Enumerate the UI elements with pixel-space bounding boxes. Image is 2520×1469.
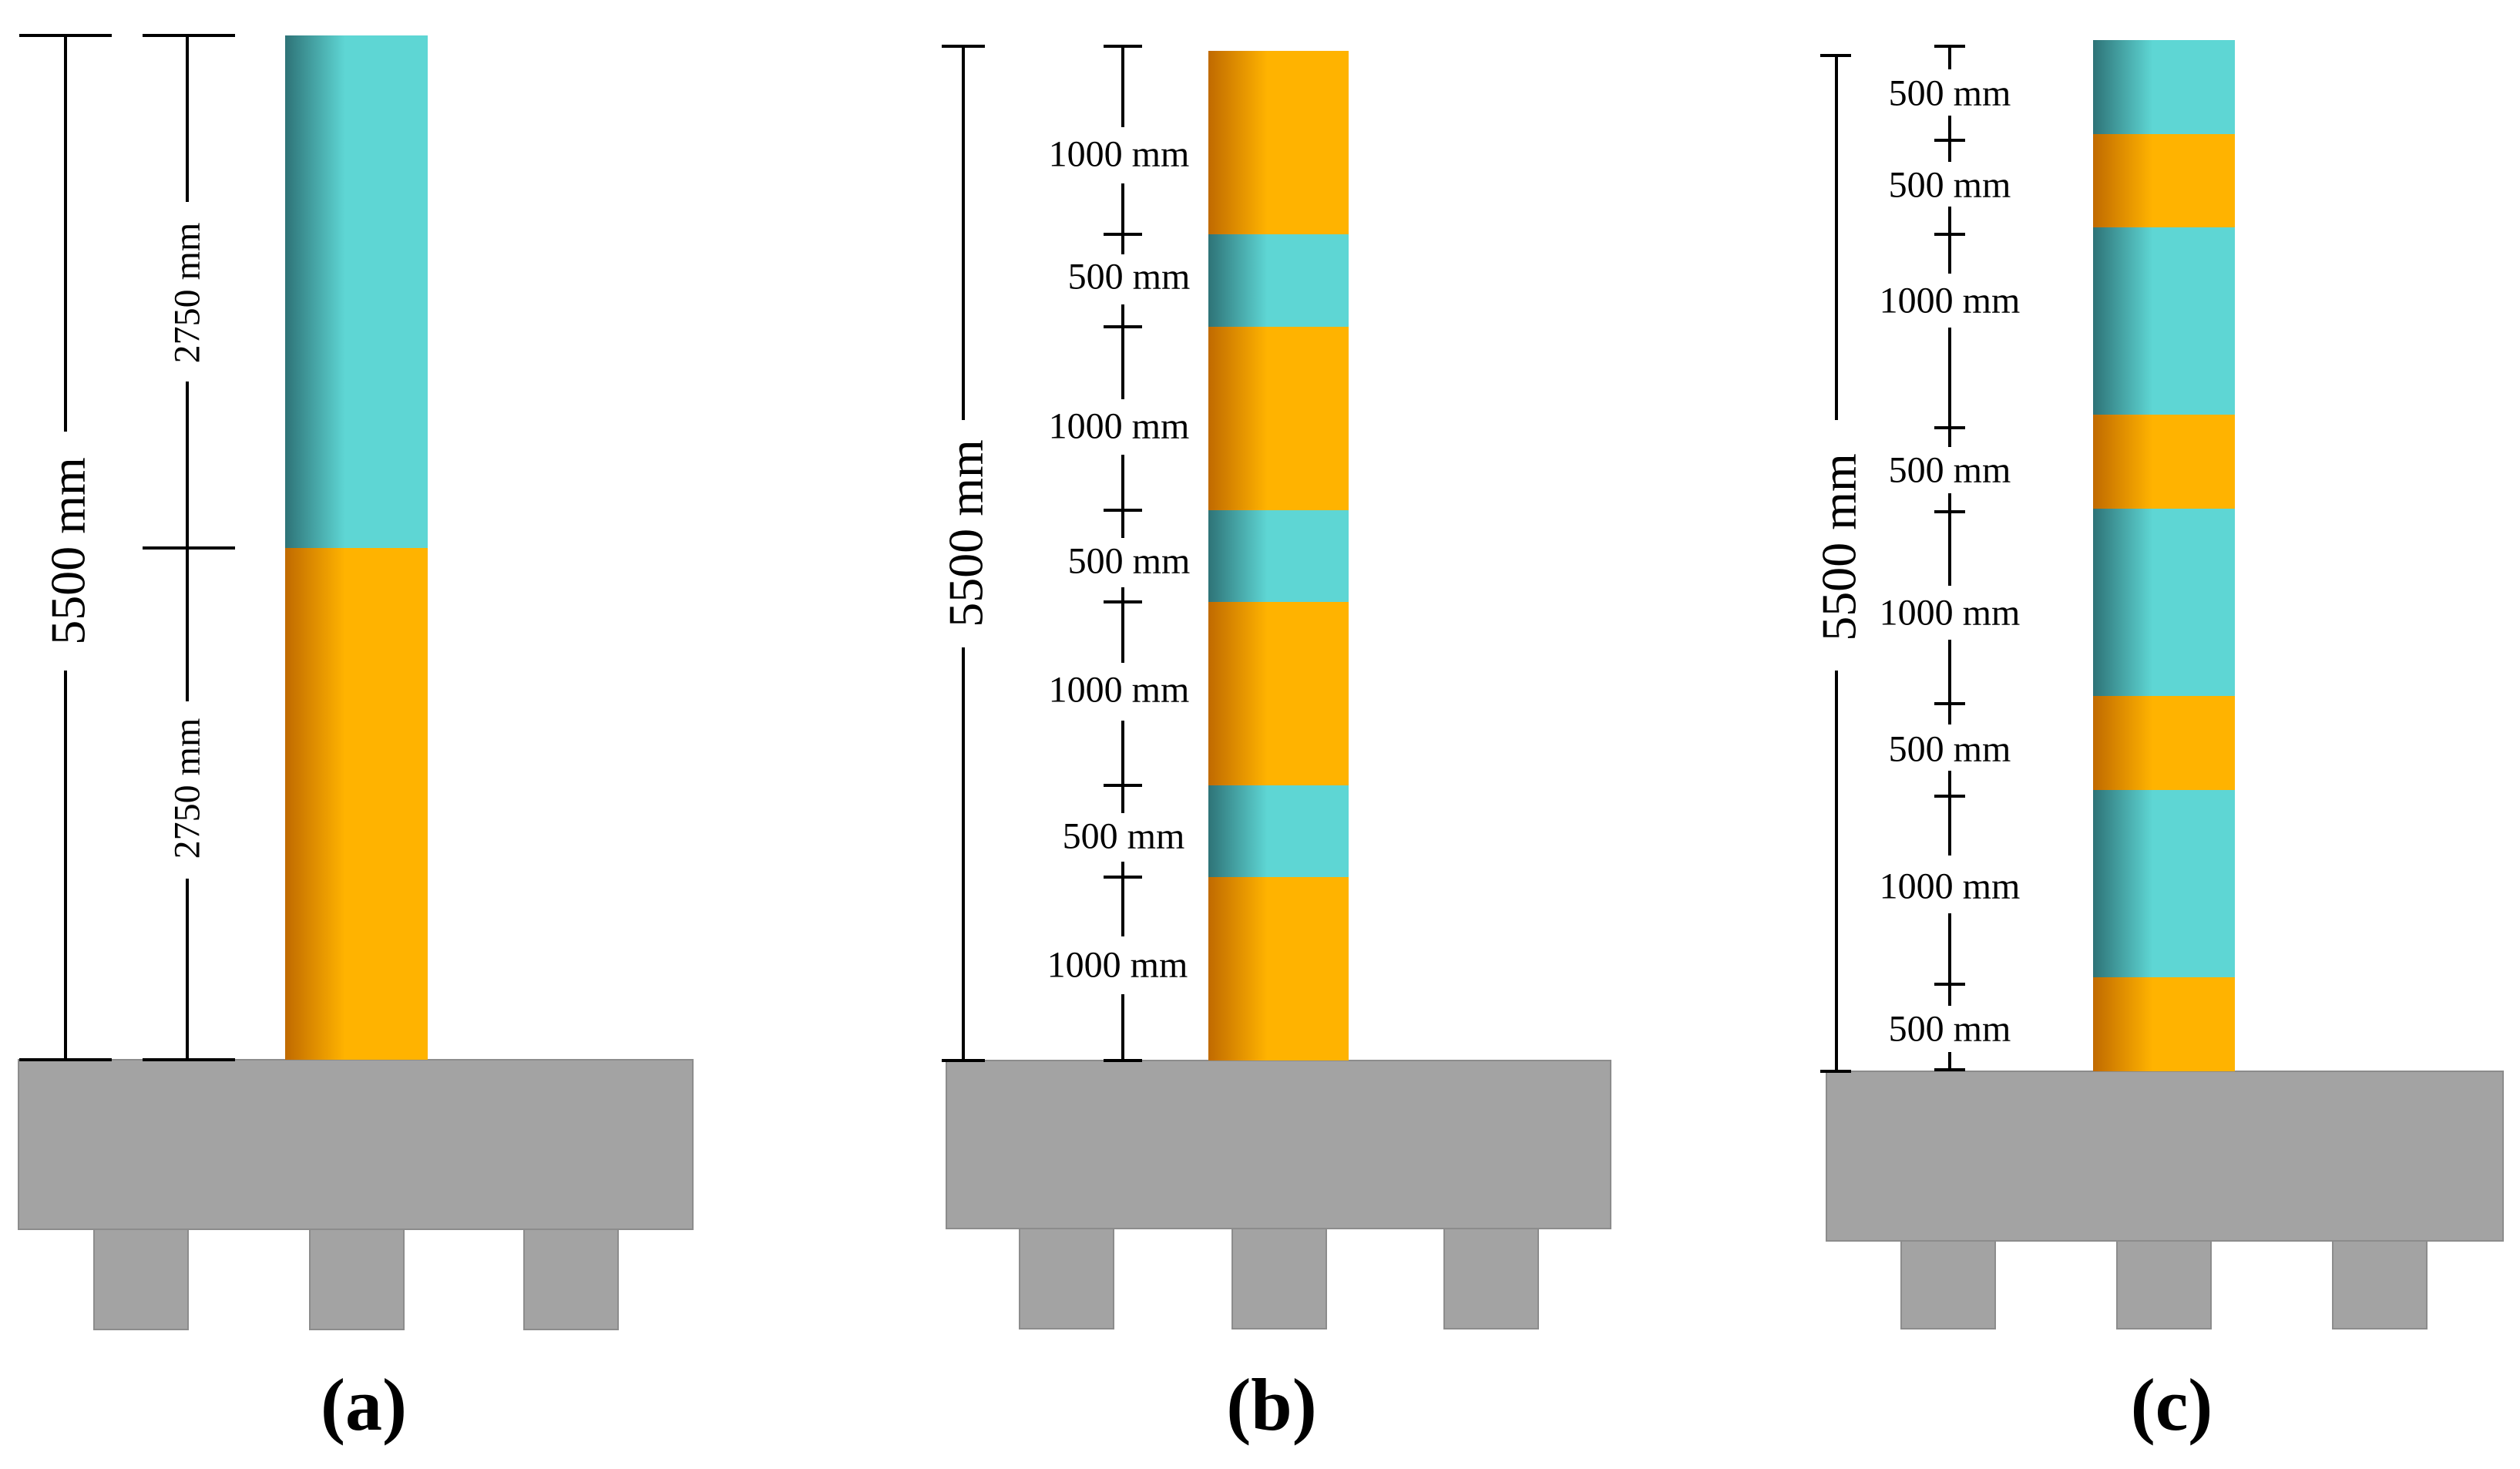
pile-cap bbox=[18, 1059, 694, 1230]
segment-label: 1000 mm bbox=[1049, 670, 1190, 711]
segment-label: 1000 mm bbox=[1047, 945, 1188, 986]
column bbox=[2093, 40, 2235, 1071]
segment-label: 500 mm bbox=[1889, 165, 2011, 206]
foundation bbox=[946, 1060, 1611, 1329]
pile bbox=[2332, 1240, 2428, 1329]
column bbox=[1208, 51, 1349, 1061]
panel-caption: (a) bbox=[321, 1363, 407, 1446]
pile bbox=[309, 1229, 405, 1330]
pile bbox=[1231, 1228, 1327, 1329]
panel-b: 5500 mm 1 bbox=[939, 45, 1611, 1446]
column-segment-orange bbox=[2093, 415, 2235, 509]
column-segment-orange bbox=[1208, 602, 1349, 785]
pile bbox=[523, 1229, 619, 1330]
total-dimension: 5500 mm bbox=[939, 45, 993, 1062]
segment-label: 500 mm bbox=[1889, 450, 2011, 491]
column-segment-orange bbox=[285, 548, 428, 1060]
panel-a: 5500 mm 2750 mm 2750 mm (a) bbox=[18, 34, 694, 1446]
segment-label: 500 mm bbox=[1889, 73, 2011, 114]
column-segment-cyan bbox=[1208, 510, 1349, 602]
segment-label: 2750 mm bbox=[167, 223, 208, 364]
column-segment-orange bbox=[1208, 877, 1349, 1061]
segment-dimensions: 500 mm 500 mm 1000 mm 500 mm 1000 mm 500… bbox=[1880, 45, 2021, 1071]
column-segment-cyan bbox=[1208, 234, 1349, 327]
segment-label: 500 mm bbox=[1068, 541, 1191, 582]
total-dimension: 5500 mm bbox=[1812, 54, 1866, 1073]
segment-label: 500 mm bbox=[1889, 729, 2011, 770]
segment-label: 500 mm bbox=[1068, 257, 1191, 297]
column-segment-orange bbox=[1208, 327, 1349, 510]
panel-caption: (b) bbox=[1226, 1363, 1316, 1446]
panel-caption: (c) bbox=[2131, 1363, 2213, 1446]
column-segment-cyan bbox=[2093, 509, 2235, 696]
total-height-label: 5500 mm bbox=[41, 457, 96, 645]
pile bbox=[1900, 1240, 1996, 1329]
panel-c: 5500 mm 500 mm 500 mm 100 bbox=[1812, 40, 2504, 1446]
pile bbox=[1443, 1228, 1539, 1329]
segment-label: 1000 mm bbox=[1049, 406, 1190, 447]
segment-label: 1000 mm bbox=[1049, 134, 1190, 175]
column-segment-cyan bbox=[2093, 40, 2235, 134]
segment-label: 1000 mm bbox=[1880, 593, 2021, 634]
segment-label: 1000 mm bbox=[1880, 866, 2021, 907]
segment-label: 2750 mm bbox=[167, 718, 208, 859]
pile bbox=[1019, 1228, 1114, 1329]
column-segment-orange bbox=[1208, 51, 1349, 234]
column-segment-cyan bbox=[2093, 227, 2235, 415]
total-height-label: 5500 mm bbox=[939, 439, 993, 627]
segment-dimensions: 1000 mm 500 mm 1000 mm 500 mm 1000 mm 50… bbox=[1047, 45, 1191, 1062]
segment-label: 1000 mm bbox=[1880, 281, 2021, 321]
pile-cap bbox=[1826, 1071, 2504, 1242]
column-segment-cyan bbox=[1208, 785, 1349, 877]
column-segment-cyan bbox=[2093, 790, 2235, 977]
foundation bbox=[18, 1059, 694, 1330]
pile bbox=[2116, 1240, 2212, 1329]
pile-cap bbox=[946, 1060, 1611, 1229]
segment-dimensions: 2750 mm 2750 mm bbox=[143, 34, 235, 1061]
total-height-label: 5500 mm bbox=[1812, 453, 1866, 641]
segment-label: 500 mm bbox=[1889, 1009, 2011, 1050]
foundation bbox=[1826, 1071, 2504, 1329]
column-segment-orange bbox=[2093, 696, 2235, 790]
total-dimension: 5500 mm bbox=[19, 34, 112, 1061]
column-segment-cyan bbox=[285, 35, 428, 548]
column bbox=[285, 35, 428, 1060]
column-segment-orange bbox=[2093, 977, 2235, 1071]
pile bbox=[93, 1229, 189, 1330]
segment-label: 500 mm bbox=[1063, 816, 1185, 857]
column-segment-orange bbox=[2093, 134, 2235, 227]
